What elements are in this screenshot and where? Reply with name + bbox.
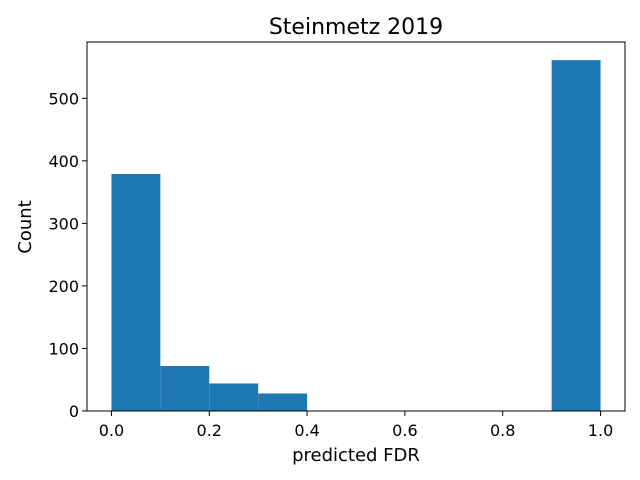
chart-title: Steinmetz 2019: [269, 15, 443, 40]
histogram-bar-3: [258, 393, 308, 411]
x-tick-label-0: 0.0: [99, 421, 124, 440]
y-tick-label-0: 0: [69, 402, 79, 421]
bars-group: [111, 60, 601, 411]
x-tick-label-4: 0.8: [490, 421, 515, 440]
y-axis-label: Count: [15, 200, 36, 253]
y-tick-label-5: 500: [48, 89, 79, 108]
histogram-bar-0: [111, 173, 161, 411]
x-tick-label-1: 0.2: [197, 421, 222, 440]
histogram-bar-2: [209, 383, 259, 411]
histogram-bar-9: [551, 60, 601, 411]
x-axis-label: predicted FDR: [292, 445, 420, 466]
plot-frame: [86, 41, 626, 412]
x-tick-label-2: 0.4: [294, 421, 319, 440]
y-tick-label-1: 100: [48, 339, 79, 358]
y-tick-label-2: 200: [48, 277, 79, 296]
x-tick-label-3: 0.6: [392, 421, 417, 440]
y-axis-ticks: 0 100 200 300 400 500: [48, 89, 87, 421]
y-tick-label-3: 300: [48, 214, 79, 233]
x-axis-ticks: 0.0 0.2 0.4 0.6 0.8 1.0: [99, 411, 613, 440]
x-tick-label-5: 1.0: [588, 421, 613, 440]
histogram-bar-1: [160, 365, 210, 411]
y-tick-label-4: 400: [48, 152, 79, 171]
